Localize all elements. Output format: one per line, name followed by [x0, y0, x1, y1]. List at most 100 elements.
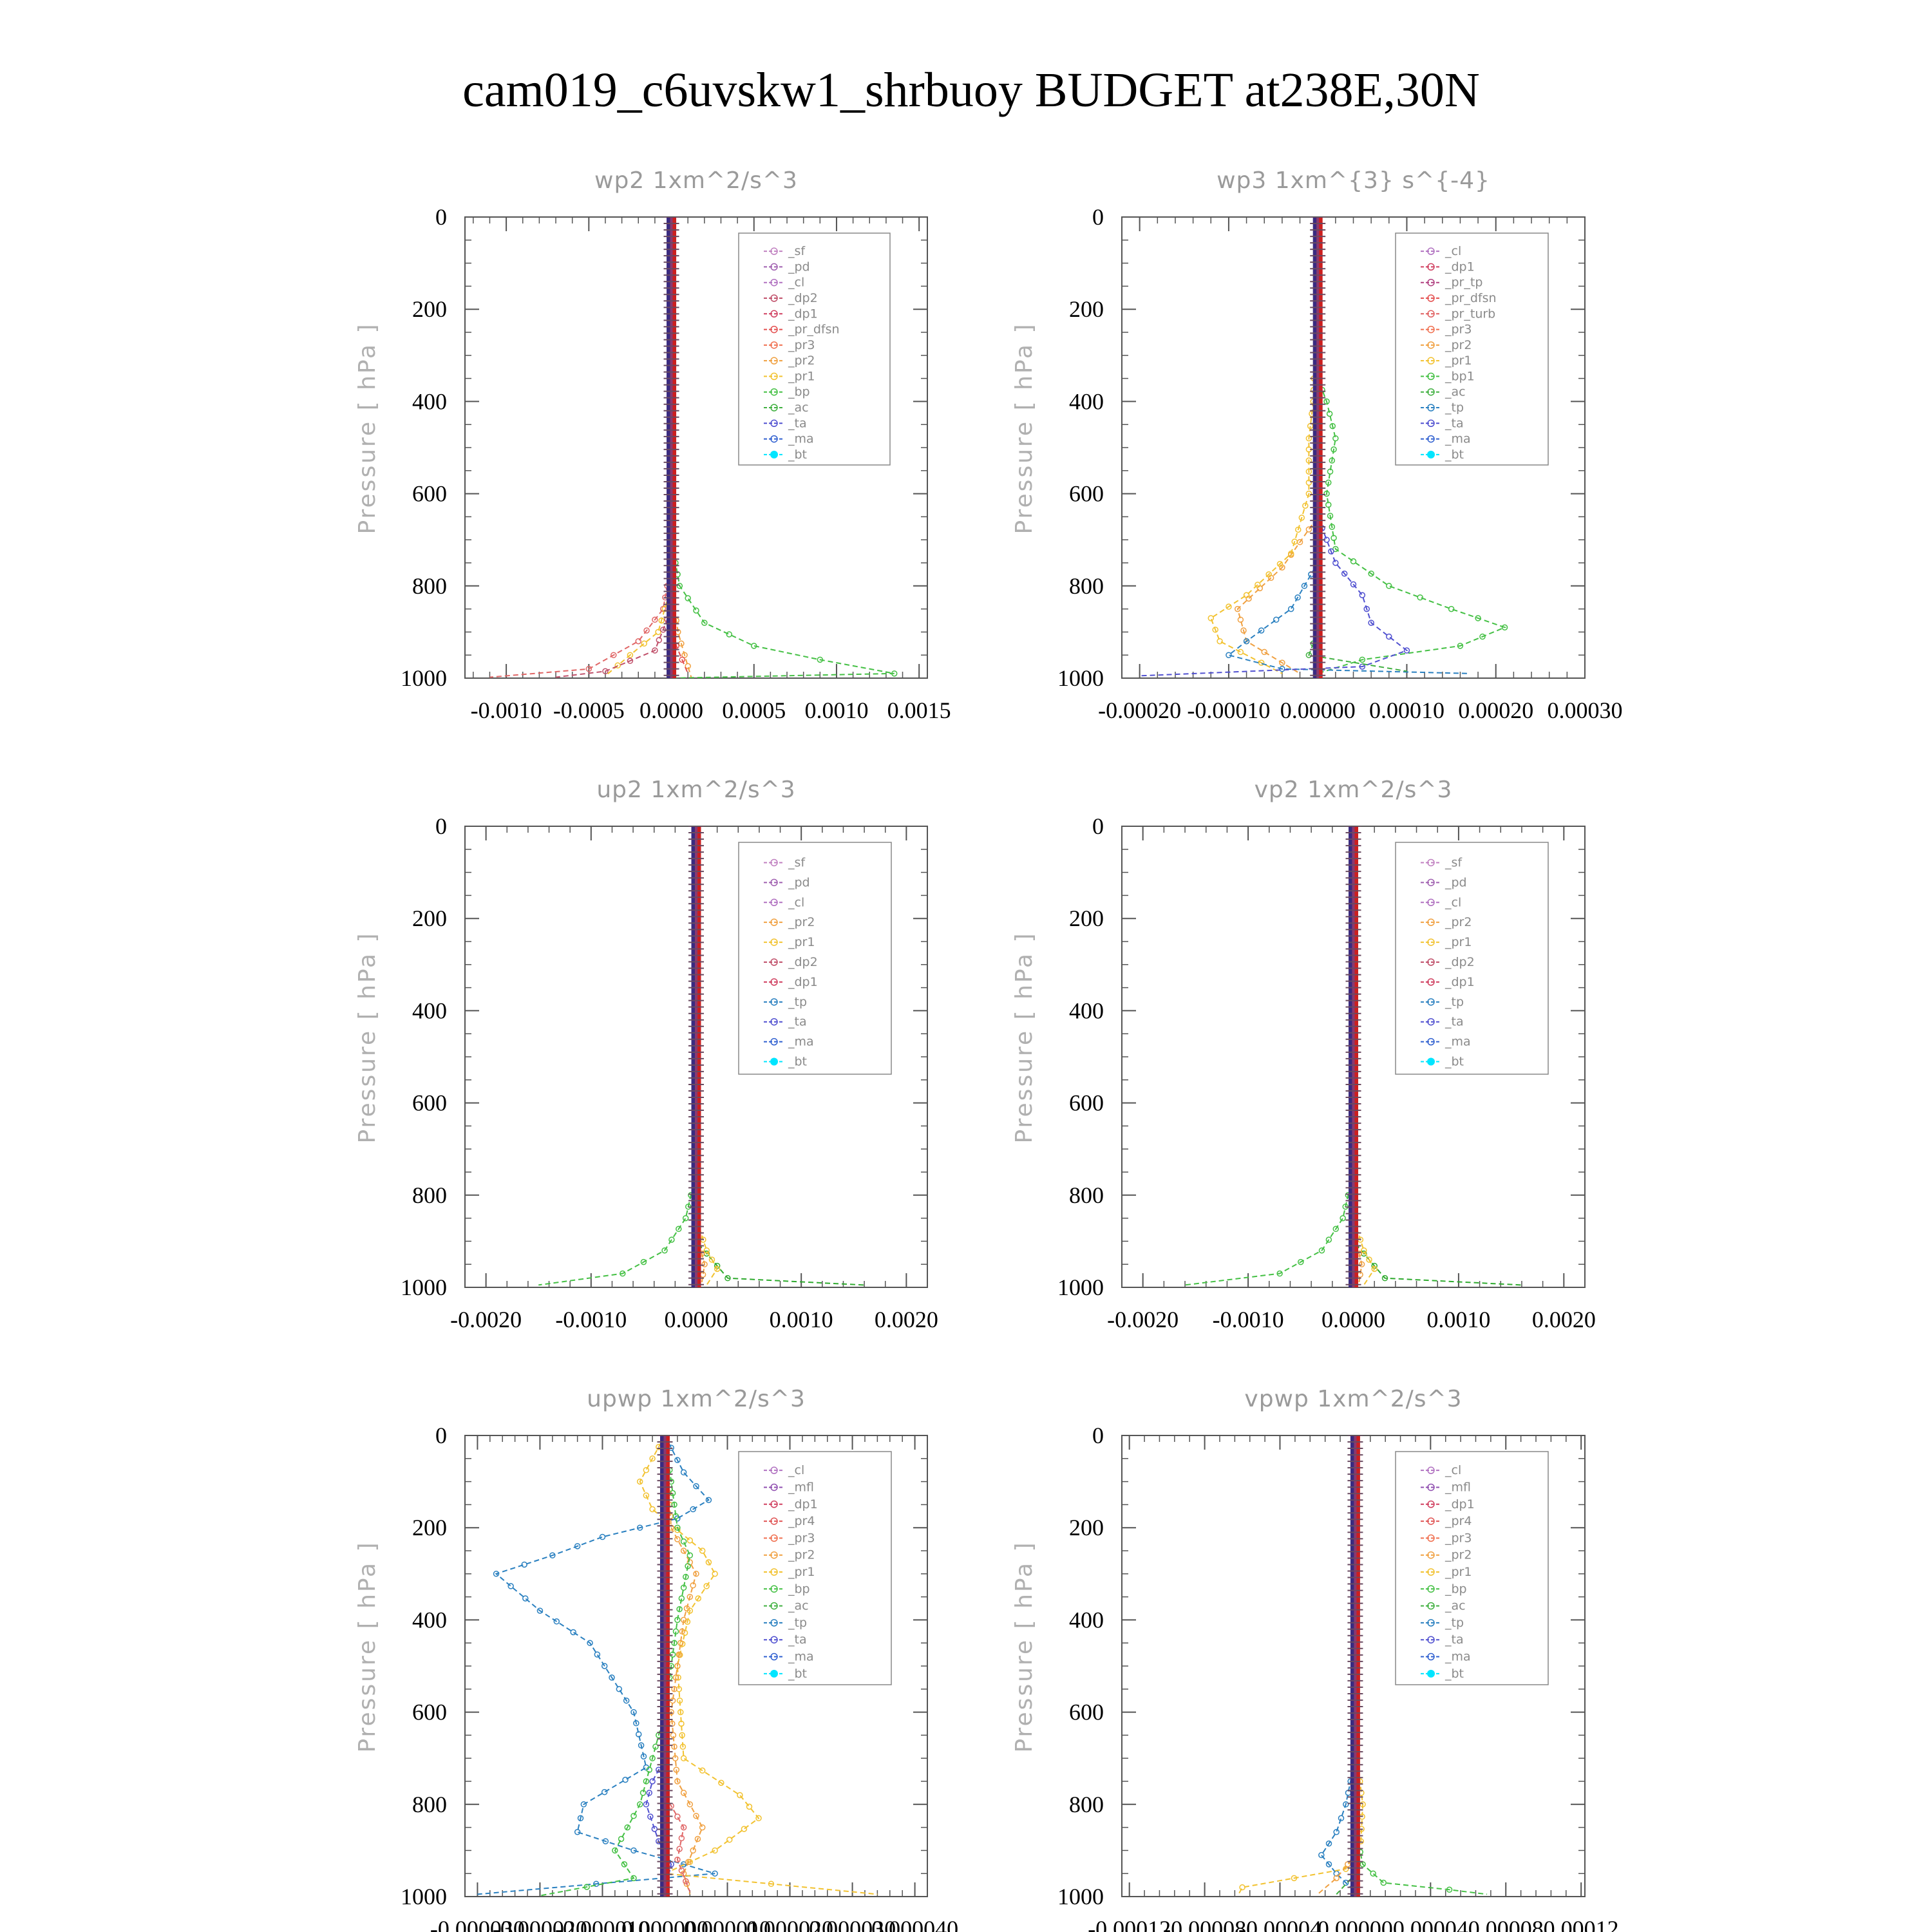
- series-marker: [1212, 627, 1218, 633]
- series-marker: [636, 1478, 643, 1485]
- x-tick-label: 0.0000: [1321, 1307, 1385, 1332]
- series-marker: [699, 1548, 706, 1554]
- legend-label: _bp: [788, 385, 810, 399]
- series-marker: [1239, 1884, 1245, 1891]
- series-marker: [671, 1743, 677, 1750]
- series-marker: [536, 1607, 544, 1614]
- series-marker: [668, 1236, 675, 1243]
- legend-marker: [1427, 1057, 1435, 1066]
- legend-marker: [770, 958, 778, 966]
- series-marker: [649, 1506, 656, 1513]
- series-marker: [672, 1755, 679, 1761]
- series-marker: [1359, 592, 1366, 598]
- series-marker: [682, 1215, 689, 1222]
- legend-marker: [1427, 918, 1435, 926]
- series-marker: [1341, 570, 1348, 577]
- series-line-bp1: [1317, 217, 1507, 674]
- legend-marker: [1427, 1619, 1435, 1627]
- legend-marker: [770, 450, 778, 459]
- legend-marker: [770, 263, 778, 271]
- y-tick-label: 600: [1069, 481, 1104, 507]
- legend-marker: [1427, 1551, 1435, 1559]
- series-marker: [630, 1812, 637, 1819]
- series-marker: [1298, 1258, 1304, 1265]
- series-marker: [676, 1846, 683, 1852]
- legend-marker: [770, 1466, 778, 1474]
- legend-label: _bt: [788, 1055, 807, 1069]
- series-marker: [699, 1824, 706, 1831]
- series-marker: [1261, 649, 1267, 656]
- legend-marker: [770, 1483, 778, 1492]
- series-marker: [1479, 633, 1486, 640]
- x-tick-label: 0.00012: [1544, 1916, 1619, 1932]
- legend-label: _pr1: [788, 935, 815, 949]
- series-marker: [640, 1258, 647, 1265]
- series-marker: [699, 1767, 706, 1774]
- series-marker: [655, 629, 661, 636]
- legend-label: _cl: [1444, 1463, 1461, 1477]
- series-marker: [1302, 502, 1309, 509]
- series-marker: [683, 1605, 690, 1612]
- y-tick-label: 1000: [401, 1274, 447, 1300]
- series-marker: [1338, 1815, 1345, 1822]
- series-marker: [726, 1836, 733, 1843]
- y-tick-label: 0: [435, 1423, 447, 1448]
- series-marker: [577, 1815, 584, 1822]
- series-marker: [1305, 479, 1312, 486]
- series-marker: [687, 1801, 694, 1808]
- series-marker: [624, 1824, 631, 1831]
- series-marker: [1295, 526, 1302, 533]
- legend-label: _ta: [1444, 1015, 1464, 1029]
- series-marker: [679, 1743, 687, 1750]
- legend-label: _ta: [788, 416, 807, 430]
- legend-label: _dp1: [788, 307, 818, 321]
- series-marker: [672, 1513, 679, 1520]
- series-marker: [623, 1697, 630, 1704]
- series-marker: [507, 1583, 514, 1589]
- series-marker: [679, 1628, 685, 1635]
- legend-label: _pr1: [1444, 1565, 1472, 1579]
- series-marker: [1333, 1875, 1340, 1882]
- x-tick-label: 0.00000: [1280, 697, 1356, 723]
- series-marker: [1226, 603, 1232, 610]
- legend-label: _pd: [788, 875, 810, 889]
- legend-label: _tp: [1444, 401, 1464, 415]
- legend-box: [1395, 1451, 1549, 1685]
- series-marker: [693, 1812, 699, 1819]
- series-marker: [1457, 643, 1464, 649]
- series-marker: [1381, 1274, 1388, 1282]
- series-marker: [1255, 582, 1261, 588]
- series-marker: [714, 1265, 721, 1273]
- legend-label: _pr1: [788, 369, 815, 383]
- series-marker: [1208, 615, 1215, 621]
- x-tick-label: -0.00008: [1163, 1916, 1246, 1932]
- series-marker: [649, 1778, 656, 1785]
- series-marker: [671, 1501, 677, 1508]
- series-marker: [1368, 620, 1374, 626]
- series-marker: [570, 1629, 576, 1636]
- series-marker: [726, 631, 733, 638]
- series-marker: [658, 617, 665, 624]
- legend-marker: [1427, 247, 1435, 255]
- x-tick-label: -0.0005: [553, 697, 625, 723]
- x-tick-label: 0.00008: [1468, 1916, 1544, 1932]
- legend-marker: [770, 978, 778, 986]
- y-tick-label: 800: [412, 573, 447, 599]
- legend: _cl _mfl _dp1 _pr4 _pr3 _pr2 _pr1 _bp _ac _tp _ta _…: [1395, 1451, 1549, 1685]
- series-marker: [683, 1573, 689, 1580]
- y-axis-label: Pressure [ hPa ]: [354, 322, 381, 534]
- series-marker: [673, 1766, 680, 1773]
- x-tick-label: -0.0010: [1213, 1307, 1284, 1332]
- series-line-tp: [477, 1435, 715, 1895]
- panel-title: wp2 1xm^2/s^3: [594, 167, 798, 194]
- legend-label: _tp: [788, 1616, 807, 1630]
- series-marker: [703, 1247, 710, 1254]
- series-marker: [522, 1595, 529, 1602]
- panel-vpwp: vpwp 1xm^2/s^3 Pressure [ hPa ] 0 200 400 600…: [1011, 1386, 1619, 1932]
- series-marker: [712, 1870, 718, 1877]
- y-tick-label: 200: [1069, 1515, 1104, 1540]
- series-marker: [643, 1492, 650, 1499]
- series-marker: [493, 1571, 500, 1577]
- series-marker: [679, 1732, 685, 1739]
- legend-label: _dp1: [1444, 1497, 1475, 1511]
